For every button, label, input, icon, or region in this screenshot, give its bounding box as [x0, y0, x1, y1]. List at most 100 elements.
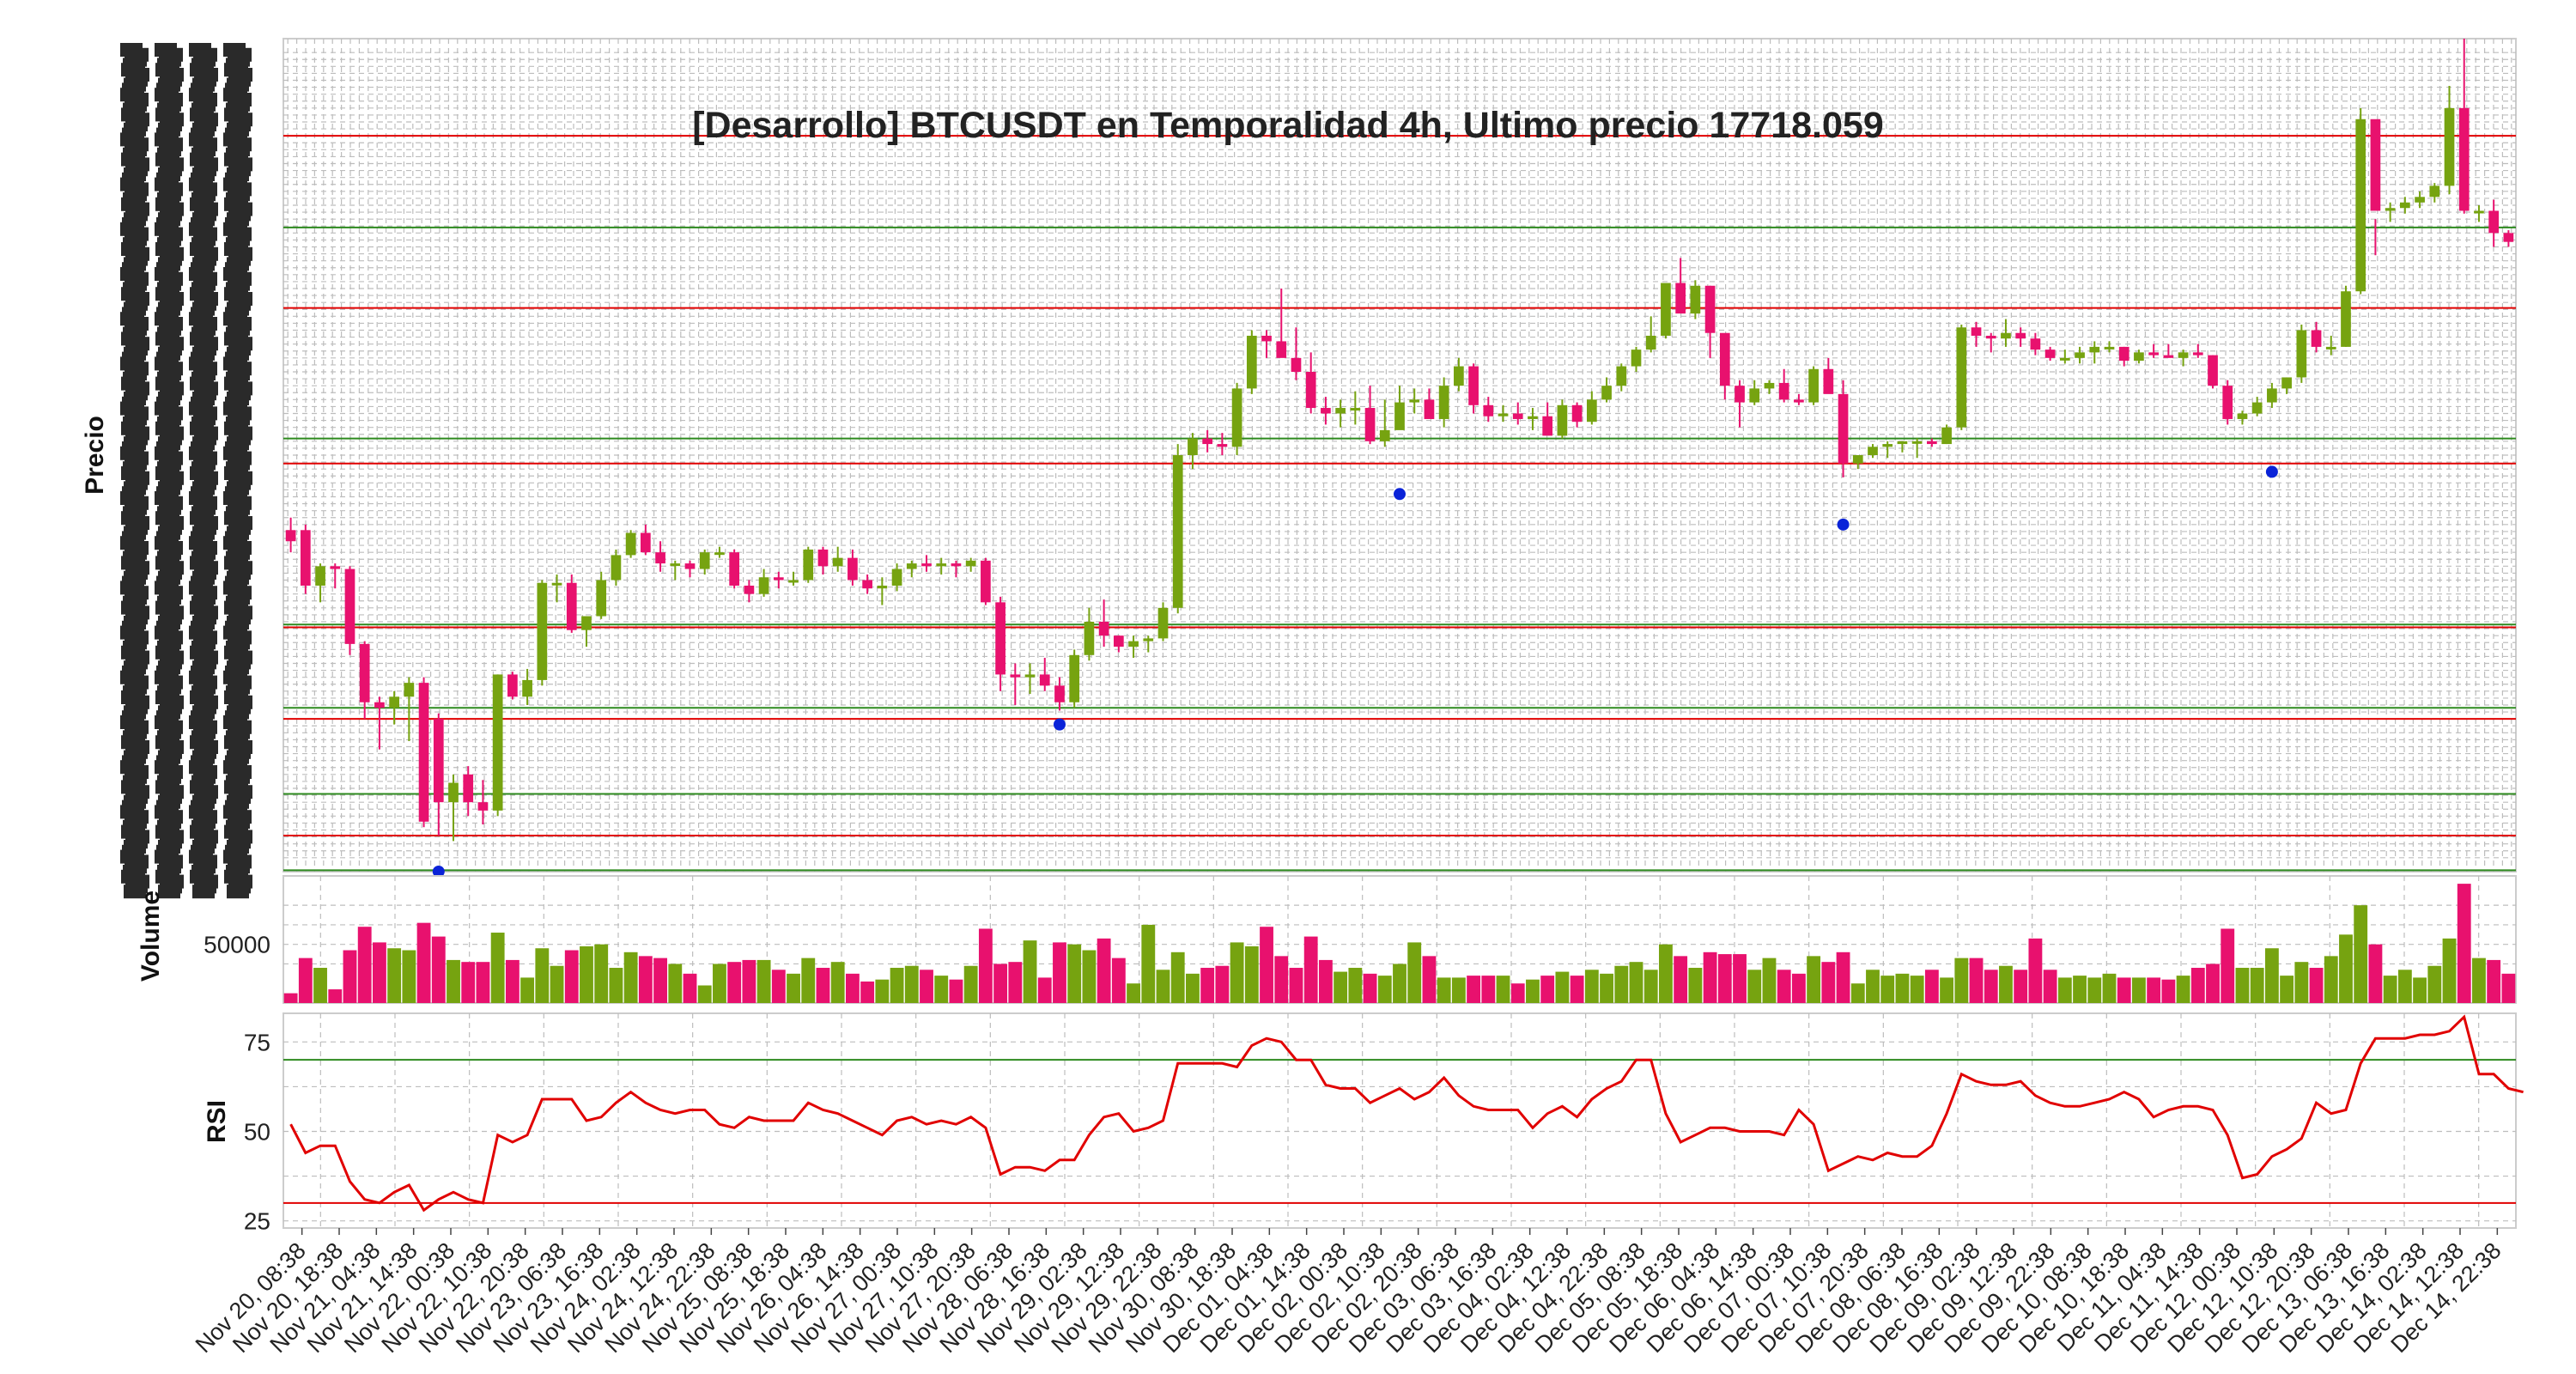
candle-body — [285, 530, 296, 542]
volume-bar — [2368, 944, 2383, 1003]
candle-body — [1971, 327, 1982, 336]
candle-body — [1468, 366, 1479, 405]
candle-body — [463, 774, 474, 803]
volume-bar — [1984, 970, 1998, 1003]
volume-bar — [1807, 956, 1821, 1003]
volume-bar — [328, 989, 343, 1003]
volume-tick-label: 50000 — [204, 932, 270, 958]
candle-body — [581, 616, 592, 630]
candle-body — [1868, 447, 1878, 455]
volume-bar — [387, 948, 402, 1003]
volume-bar — [1570, 976, 1584, 1003]
volume-bar — [2442, 938, 2457, 1003]
volume-bar — [2014, 970, 2028, 1003]
volume-bar — [1377, 976, 1392, 1003]
volume-bar — [787, 973, 800, 1003]
candle-body — [1054, 685, 1065, 702]
volume-bar — [830, 962, 845, 1003]
candle-body — [1704, 285, 1716, 333]
candle-body — [1321, 408, 1331, 414]
candle-body — [995, 602, 1005, 675]
volume-bar — [505, 959, 519, 1003]
volume-bar — [357, 927, 372, 1003]
volume-bar — [1467, 976, 1481, 1003]
candle-body — [1823, 368, 1834, 394]
candle-body — [1261, 335, 1272, 342]
volume-bar — [653, 958, 667, 1003]
candle-body — [1557, 404, 1568, 436]
volume-bar — [683, 973, 697, 1003]
candle-body — [2104, 346, 2115, 350]
volume-bar — [2472, 958, 2486, 1003]
volume-bar — [816, 968, 830, 1003]
candle-body — [1409, 399, 1420, 403]
volume-bar — [461, 962, 476, 1003]
candle-body — [1379, 429, 1390, 441]
volume-bar — [1880, 976, 1895, 1003]
volume-bar — [801, 958, 816, 1003]
candle-body — [1631, 350, 1642, 367]
candle-body — [2311, 330, 2322, 347]
candle-body — [2400, 202, 2410, 209]
candle-body — [803, 549, 814, 581]
candle-body — [374, 702, 385, 708]
volume-bar — [2147, 977, 2161, 1003]
candle-body — [389, 696, 399, 708]
volume-bar — [2161, 979, 2176, 1003]
volume-bar — [447, 959, 460, 1003]
candle-body — [537, 582, 548, 680]
candle-body — [566, 582, 577, 630]
candle-body — [1882, 444, 1893, 447]
volume-bar — [727, 962, 742, 1003]
candle-body — [300, 530, 311, 586]
volume-bar — [373, 942, 386, 1003]
volume-bar — [623, 951, 638, 1003]
candle-body — [2251, 402, 2263, 414]
candle-body — [2444, 107, 2455, 186]
candle-body — [2030, 338, 2041, 350]
candle-body — [1246, 335, 1257, 389]
volume-bar — [1348, 968, 1363, 1003]
candle-body — [1645, 335, 1656, 350]
volume-bar — [1037, 977, 1052, 1003]
volume-bar — [550, 965, 564, 1003]
candle-body — [1852, 455, 1863, 464]
price-tick-labels — [120, 43, 252, 899]
volume-bar — [638, 956, 653, 1003]
candle-body — [877, 585, 888, 589]
volume-bar — [1393, 964, 1406, 1003]
volume-bar — [978, 928, 993, 1003]
candle-body — [625, 532, 636, 556]
volume-bar — [1127, 983, 1140, 1003]
volume-bar — [1289, 968, 1303, 1003]
candle-body — [758, 577, 769, 594]
volume-bar — [1954, 958, 1969, 1003]
volume-bar — [2413, 977, 2427, 1003]
volume-bar — [1674, 956, 1688, 1003]
volume-bar — [845, 973, 860, 1003]
candle-body — [2296, 330, 2307, 378]
candle-body — [1024, 674, 1036, 678]
candle-body — [2208, 355, 2218, 386]
volume-bar — [904, 965, 919, 1003]
volume-bar — [934, 976, 949, 1003]
candle-body — [1690, 285, 1701, 314]
volume-bar — [1111, 958, 1126, 1003]
volume-bar — [1540, 976, 1555, 1003]
candle-body — [1454, 366, 1464, 386]
candle-body — [2458, 107, 2470, 211]
volume-bar — [1600, 973, 1613, 1003]
volume-bar — [2501, 973, 2516, 1003]
candle-body — [418, 683, 429, 822]
rsi-panel-frame — [283, 1012, 2517, 1229]
candle-body — [1749, 388, 1760, 403]
volume-bar — [1244, 945, 1259, 1003]
volume-bar — [1082, 950, 1097, 1003]
pivot-marker — [432, 866, 445, 878]
candle-body — [596, 580, 607, 617]
volume-bar — [1067, 944, 1082, 1003]
candle-body — [1188, 438, 1198, 455]
candle-body — [891, 568, 902, 586]
candle-body — [359, 643, 370, 702]
